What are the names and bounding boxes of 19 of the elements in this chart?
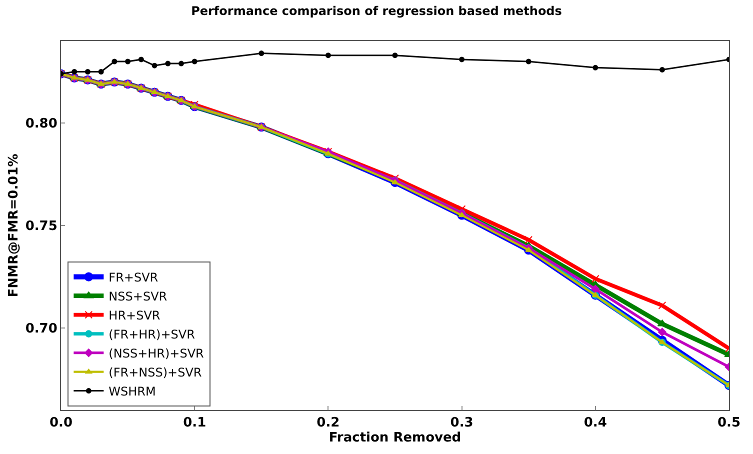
legend-label: WSHRM: [108, 384, 156, 398]
x-tick-label: 0.2: [316, 416, 340, 431]
x-axis-title: Fraction Removed: [328, 430, 462, 446]
y-tick-label: 0.75: [25, 219, 58, 234]
x-tick-label: 0.1: [183, 416, 206, 431]
legend-label: NSS+SVR: [108, 289, 168, 304]
legend-label: (FR+NSS)+SVR: [108, 365, 202, 380]
x-tick-label: 0.3: [450, 416, 474, 431]
x-tick-label: 0.5: [717, 416, 741, 431]
y-axis-title: FNMR@FMR=0.01%: [6, 154, 22, 298]
legend-label: (NSS+HR)+SVR: [108, 346, 204, 360]
y-tick-label: 0.70: [25, 322, 58, 337]
x-tick-label: 0.0: [49, 416, 73, 431]
x-tick-label: 0.4: [584, 416, 607, 431]
chart-title: Performance comparison of regression based methods: [191, 4, 562, 18]
legend-label: HR+SVR: [108, 308, 160, 322]
y-tick-label: 0.80: [25, 116, 58, 132]
legend-label: (FR+HR)+SVR: [108, 327, 195, 342]
legend-label: FR+SVR: [108, 270, 158, 284]
